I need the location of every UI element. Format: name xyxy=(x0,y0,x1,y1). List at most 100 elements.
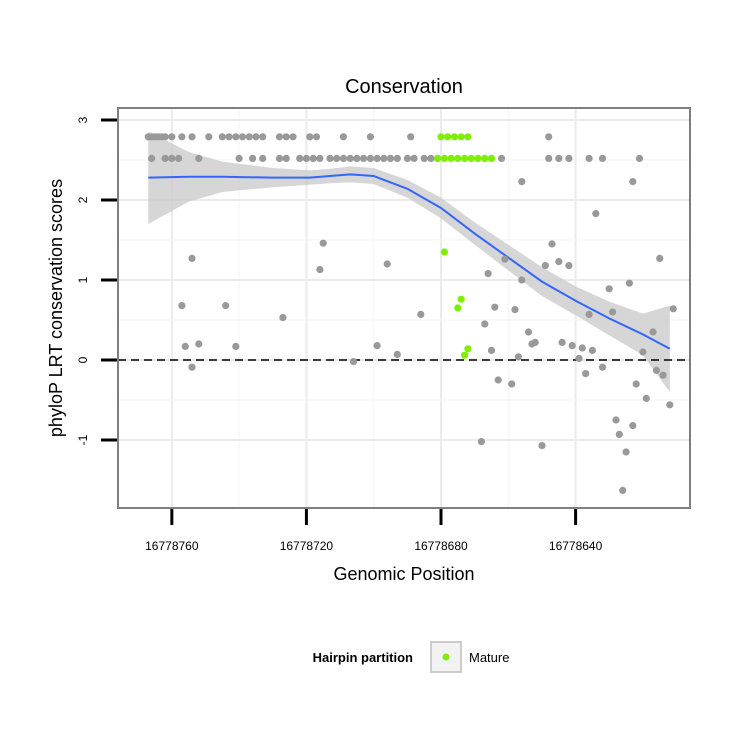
point-other xyxy=(511,306,519,314)
point-other xyxy=(477,438,485,446)
x-tick-label: 16778760 xyxy=(145,539,199,553)
point-other xyxy=(524,328,533,336)
point-mature xyxy=(457,133,465,141)
point-other xyxy=(652,366,661,374)
point-other xyxy=(380,154,388,162)
point-mature xyxy=(447,154,455,162)
point-other xyxy=(205,133,213,141)
point-other xyxy=(393,154,401,162)
point-other xyxy=(410,154,418,162)
point-other xyxy=(585,310,593,318)
point-other xyxy=(289,133,297,141)
point-other xyxy=(175,154,183,162)
data-points xyxy=(144,133,677,494)
point-other xyxy=(625,279,634,287)
point-other xyxy=(555,154,563,162)
point-other xyxy=(592,210,600,218)
point-other xyxy=(282,154,290,162)
point-other xyxy=(508,380,516,388)
point-other xyxy=(494,376,502,384)
point-mature xyxy=(434,154,442,162)
legend-mature-dot xyxy=(442,653,450,661)
point-other xyxy=(545,154,553,162)
point-other xyxy=(578,344,586,352)
point-other xyxy=(545,133,553,141)
point-mature xyxy=(454,154,462,162)
point-other xyxy=(619,486,627,494)
point-other xyxy=(582,370,590,378)
point-mature xyxy=(437,133,445,141)
point-other xyxy=(275,133,284,141)
point-other xyxy=(558,338,566,346)
point-other xyxy=(161,133,169,141)
point-mature xyxy=(487,154,496,162)
point-other xyxy=(565,262,573,270)
point-mature xyxy=(464,345,472,353)
point-other xyxy=(188,133,196,141)
plot-panel-border xyxy=(117,107,691,509)
point-other xyxy=(225,133,233,141)
point-other xyxy=(403,154,411,162)
point-other xyxy=(259,154,267,162)
chart-title: Conservation xyxy=(345,76,463,98)
point-mature xyxy=(461,351,469,359)
point-other xyxy=(188,254,196,262)
point-other xyxy=(238,133,247,141)
point-other xyxy=(639,348,647,356)
legend-label-mature: Mature xyxy=(469,650,509,665)
point-other xyxy=(232,133,240,141)
point-other xyxy=(249,154,257,162)
point-other xyxy=(306,133,314,141)
point-other xyxy=(302,154,310,162)
point-other xyxy=(481,320,489,328)
point-mature xyxy=(440,154,448,162)
point-other xyxy=(669,305,677,313)
point-other xyxy=(420,154,428,162)
point-other xyxy=(642,394,650,402)
point-other xyxy=(235,154,243,162)
point-other xyxy=(259,133,267,141)
point-mature xyxy=(450,133,459,141)
point-other xyxy=(518,276,526,284)
point-mature xyxy=(481,154,489,162)
point-other xyxy=(514,353,523,361)
point-other xyxy=(282,133,290,141)
y-axis-ticks: -1 0 1 2 3 xyxy=(76,116,117,445)
point-other xyxy=(609,308,617,316)
point-mature xyxy=(464,133,472,141)
point-other xyxy=(417,310,425,318)
point-other xyxy=(319,239,327,247)
point-other xyxy=(541,262,549,270)
point-other xyxy=(518,178,526,186)
legend: Hairpin partition Mature xyxy=(313,641,509,673)
point-other xyxy=(195,154,203,162)
point-other xyxy=(339,154,347,162)
point-other xyxy=(252,133,260,141)
point-other xyxy=(168,154,176,162)
point-other xyxy=(656,254,664,262)
point-other xyxy=(218,133,226,141)
point-other xyxy=(178,133,186,141)
point-other xyxy=(373,342,381,350)
point-other xyxy=(484,270,492,278)
point-other xyxy=(275,154,284,162)
point-other xyxy=(360,154,368,162)
point-other xyxy=(161,154,169,162)
point-other xyxy=(629,178,637,186)
x-tick-label: 16778640 xyxy=(549,539,603,553)
point-other xyxy=(427,154,435,162)
point-other xyxy=(612,416,620,424)
smooth-line-layer xyxy=(148,173,671,350)
point-other xyxy=(622,448,630,456)
point-other xyxy=(333,154,341,162)
point-mature xyxy=(467,154,475,162)
point-other xyxy=(346,154,354,162)
point-other xyxy=(386,154,395,162)
point-other xyxy=(632,380,640,388)
point-other xyxy=(501,255,509,263)
point-other xyxy=(393,350,401,358)
point-other xyxy=(181,342,189,350)
point-other xyxy=(666,401,674,409)
point-mature xyxy=(454,304,462,312)
point-mature xyxy=(461,154,469,162)
